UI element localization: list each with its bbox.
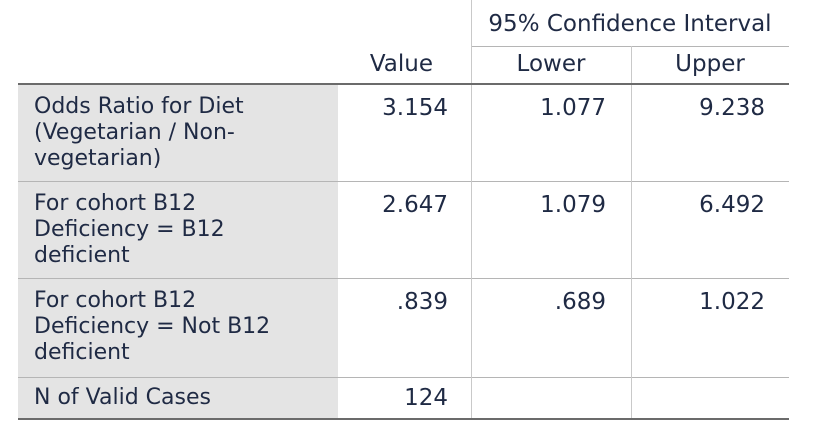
- value-cell: 124: [404, 385, 448, 411]
- row-label-line: Deficiency = B12: [34, 217, 225, 242]
- row-label-line: deficient: [34, 340, 130, 365]
- row-divider: [18, 181, 789, 182]
- value-cell: 3.154: [382, 95, 448, 121]
- value-cell: .839: [396, 289, 448, 315]
- row-label: For cohort B12 Deficiency = B12 deficien…: [18, 182, 338, 278]
- lower-column-header: Lower: [516, 51, 586, 77]
- body-divider-lower: [471, 85, 472, 418]
- table-row: For cohort B12 Deficiency = Not B12 defi…: [18, 279, 789, 377]
- row-label-line: Odds Ratio for Diet: [34, 94, 244, 119]
- row-label-line: vegetarian): [34, 146, 162, 171]
- row-label: Odds Ratio for Diet (Vegetarian / Non- v…: [18, 85, 338, 181]
- row-divider: [18, 278, 789, 279]
- row-label-line: Deficiency = Not B12: [34, 314, 271, 339]
- lower-cell: 1.077: [540, 95, 606, 121]
- row-label-line: For cohort B12: [34, 191, 197, 216]
- upper-cell: 6.492: [699, 192, 765, 218]
- value-column-header: Value: [369, 51, 433, 77]
- header-bottom-rule: [18, 83, 789, 85]
- row-divider: [18, 377, 789, 378]
- risk-estimate-table: 95% Confidence Interval Value Lower Uppe…: [18, 0, 789, 428]
- lower-cell: 1.079: [540, 192, 606, 218]
- row-label-line: For cohort B12: [34, 288, 197, 313]
- upper-column-header: Upper: [675, 51, 745, 77]
- table-bottom-rule: [18, 418, 789, 420]
- row-label-line: deficient: [34, 243, 130, 268]
- table-row: For cohort B12 Deficiency = B12 deficien…: [18, 182, 789, 278]
- body-divider-upper: [631, 85, 632, 418]
- lower-cell: .689: [554, 289, 606, 315]
- row-label-line: (Vegetarian / Non-: [34, 120, 235, 145]
- row-label-line: N of Valid Cases: [34, 385, 211, 410]
- row-label: For cohort B12 Deficiency = Not B12 defi…: [18, 279, 338, 377]
- table-row: Odds Ratio for Diet (Vegetarian / Non- v…: [18, 85, 789, 181]
- header-divider-lower: [471, 0, 472, 83]
- upper-cell: 1.022: [699, 289, 765, 315]
- header-divider-upper: [631, 46, 632, 83]
- table-row: N of Valid Cases 124: [18, 378, 789, 418]
- group-header-underline: [471, 46, 789, 47]
- row-label: N of Valid Cases: [18, 378, 338, 418]
- upper-cell: 9.238: [699, 95, 765, 121]
- value-cell: 2.647: [382, 192, 448, 218]
- confidence-interval-header: 95% Confidence Interval: [488, 11, 772, 37]
